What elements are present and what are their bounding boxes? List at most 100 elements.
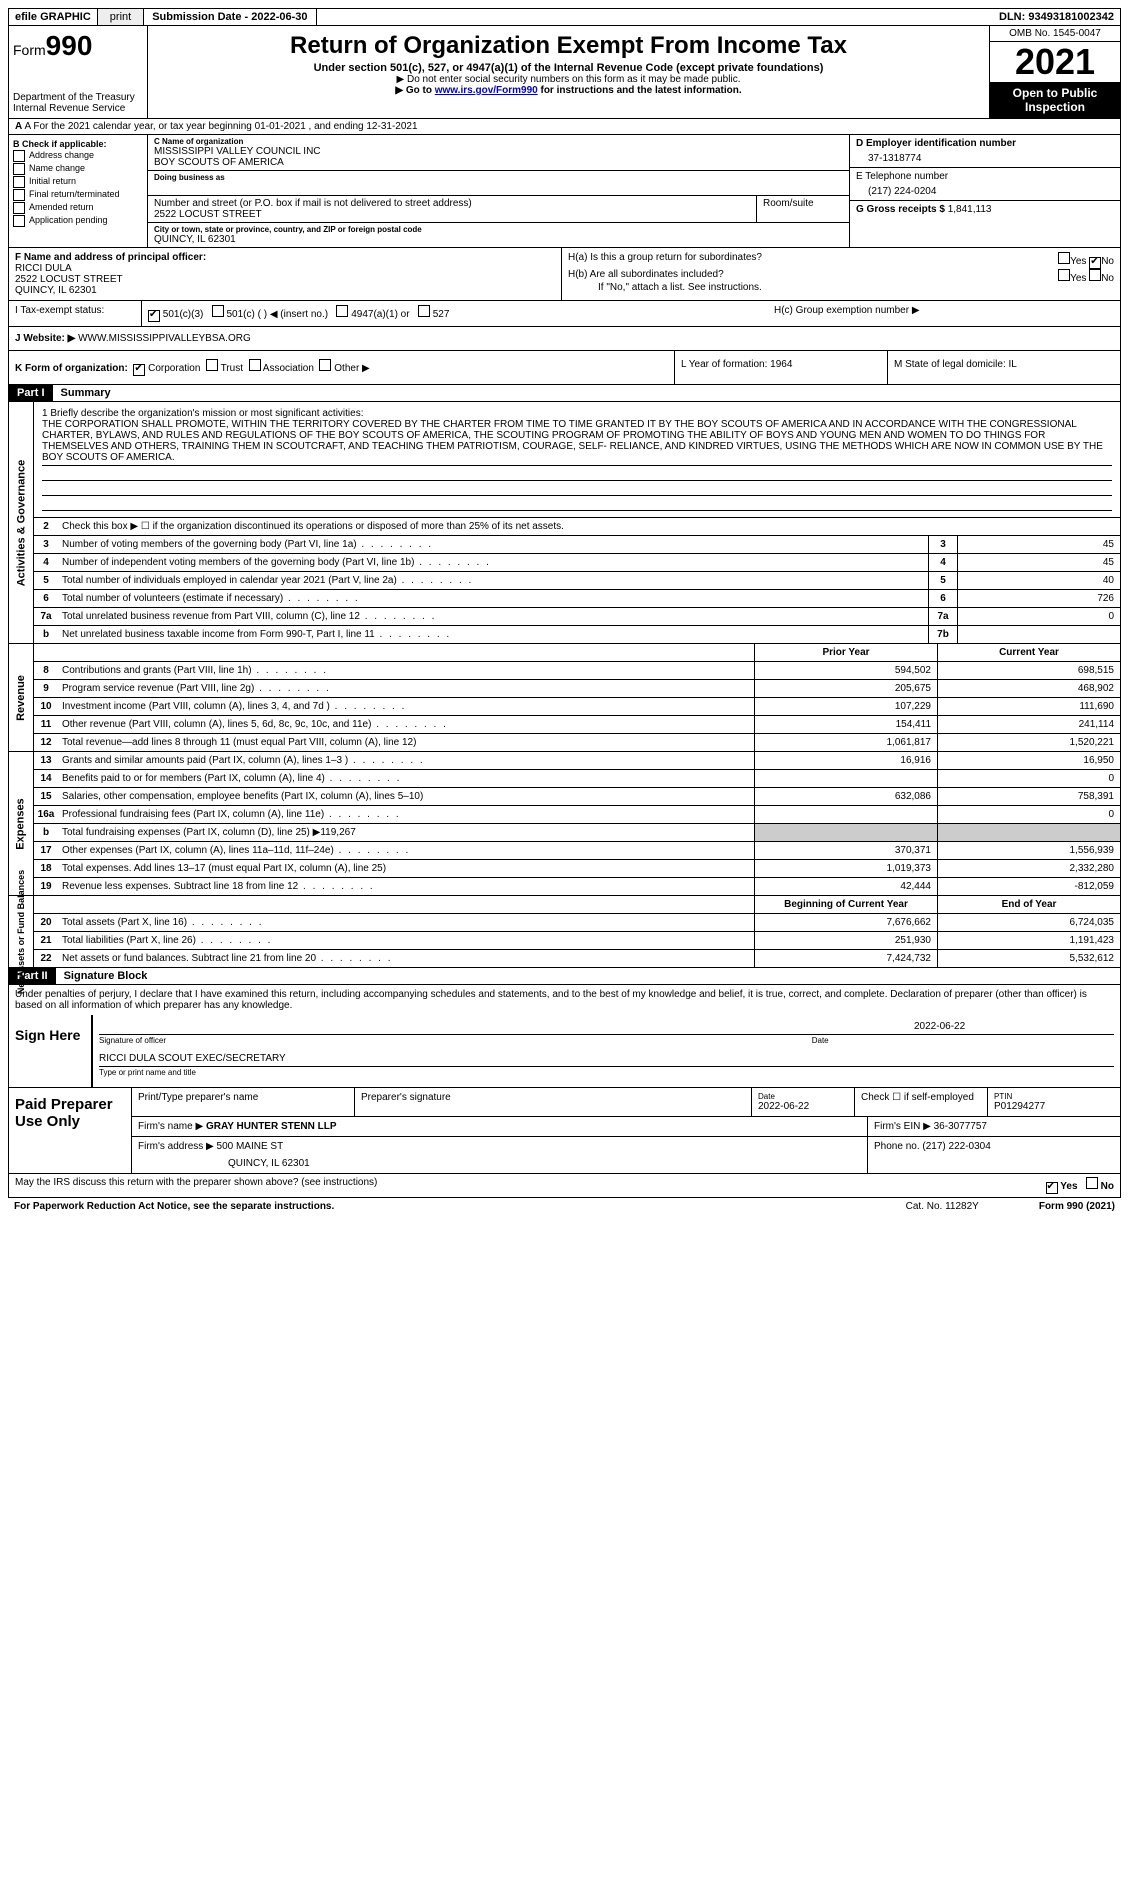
ha-yes: Yes — [1070, 256, 1086, 267]
block-bcd: B Check if applicable: Address change Na… — [8, 135, 1121, 248]
print-button[interactable]: print — [98, 9, 144, 25]
dept-treasury: Department of the Treasury — [13, 92, 143, 103]
cat-no: Cat. No. 11282Y — [906, 1201, 979, 1212]
website-lbl: J Website: ▶ — [15, 333, 75, 344]
exp-row-16b: b Total fundraising expenses (Part IX, c… — [34, 823, 1120, 841]
row-curr: 758,391 — [937, 788, 1120, 805]
row-desc: Program service revenue (Part VIII, line… — [58, 680, 754, 697]
row-desc: Other expenses (Part IX, column (A), lin… — [58, 842, 754, 859]
prep-name-lbl: Print/Type preparer's name — [132, 1088, 355, 1116]
row-tax-exempt: I Tax-exempt status: 501(c)(3) 501(c) ( … — [8, 301, 1121, 327]
chk-association[interactable] — [249, 359, 261, 371]
chk-amended-return[interactable] — [13, 202, 25, 214]
hb2-text: If "No," attach a list. See instructions… — [568, 282, 1114, 293]
part1-title: Summary — [53, 385, 119, 401]
firm-addr-val2: QUINCY, IL 62301 — [138, 1152, 861, 1169]
chk-corporation[interactable] — [133, 364, 145, 376]
chk-hb-no[interactable] — [1089, 269, 1101, 281]
row-prior: 632,086 — [754, 788, 937, 805]
exp-row-16a: 16a Professional fundraising fees (Part … — [34, 805, 1120, 823]
row-num: 13 — [34, 752, 58, 769]
row-prior-grey — [754, 824, 937, 841]
chk-ha-no[interactable] — [1089, 257, 1101, 269]
opt-other: Other ▶ — [334, 363, 369, 374]
row-curr: 5,532,612 — [937, 950, 1120, 967]
row-num: 14 — [34, 770, 58, 787]
row-val: 45 — [957, 554, 1120, 571]
signature-block: Under penalties of perjury, I declare th… — [8, 985, 1121, 1088]
phone-value: (217) 224-0204 — [856, 182, 1114, 197]
chk-final-return[interactable] — [13, 189, 25, 201]
footer-no: No — [1101, 1181, 1114, 1192]
side-revenue: Revenue — [9, 644, 34, 751]
rev-row-8: 8 Contributions and grants (Part VIII, l… — [34, 661, 1120, 679]
chk-initial-return[interactable] — [13, 176, 25, 188]
open-public: Open to Public Inspection — [990, 82, 1120, 118]
row-num: b — [34, 626, 58, 643]
row-desc: Check this box ▶ ☐ if the organization d… — [58, 518, 1120, 535]
opt-initial-return: Initial return — [29, 176, 76, 186]
row-num: 10 — [34, 698, 58, 715]
chk-discuss-yes[interactable] — [1046, 1182, 1058, 1194]
row-prior: 154,411 — [754, 716, 937, 733]
row-desc: Total expenses. Add lines 13–17 (must eq… — [58, 860, 754, 877]
row-box: 4 — [928, 554, 957, 571]
gov-row-7a: 7a Total unrelated business revenue from… — [34, 607, 1120, 625]
room-lbl: Room/suite — [763, 198, 843, 209]
blank — [34, 896, 58, 913]
na-row-22: 22 Net assets or fund balances. Subtract… — [34, 949, 1120, 967]
taxex-opts: 501(c)(3) 501(c) ( ) ◀ (insert no.) 4947… — [142, 301, 768, 326]
form-title: Return of Organization Exempt From Incom… — [152, 32, 985, 60]
row-num: 3 — [34, 536, 58, 553]
chk-name-change[interactable] — [13, 163, 25, 175]
chk-discuss-no[interactable] — [1086, 1177, 1098, 1189]
irs-link[interactable]: www.irs.gov/Form990 — [435, 85, 538, 96]
sig-date-lbl: Date — [812, 1036, 829, 1045]
ein-value: 37-1318774 — [856, 149, 1114, 164]
ein-lbl: D Employer identification number — [856, 138, 1016, 149]
year-formation: L Year of formation: 1964 — [675, 351, 888, 384]
section-revenue: Revenue Prior Year Current Year 8 Contri… — [8, 644, 1121, 752]
row-num: 7a — [34, 608, 58, 625]
chk-trust[interactable] — [206, 359, 218, 371]
chk-501c[interactable] — [212, 305, 224, 317]
row-num: 17 — [34, 842, 58, 859]
side-na-text: Net Assets or Fund Balances — [16, 869, 26, 993]
col-c: C Name of organization MISSISSIPPI VALLE… — [148, 135, 850, 247]
opt-address-change: Address change — [29, 150, 94, 160]
row-num: 6 — [34, 590, 58, 607]
row-desc: Salaries, other compensation, employee b… — [58, 788, 754, 805]
firm-addr-lbl: Firm's address ▶ — [138, 1141, 214, 1152]
gov-row-6: 6 Total number of volunteers (estimate i… — [34, 589, 1120, 607]
state-domicile: M State of legal domicile: IL — [888, 351, 1120, 384]
org-city: QUINCY, IL 62301 — [154, 234, 843, 245]
opt-application-pending: Application pending — [29, 215, 108, 225]
row-num: 21 — [34, 932, 58, 949]
row-box: 6 — [928, 590, 957, 607]
row-num: 9 — [34, 680, 58, 697]
chk-ha-yes[interactable] — [1058, 252, 1070, 264]
row-prior: 7,676,662 — [754, 914, 937, 931]
form-number: Form990 — [13, 30, 143, 62]
chk-other[interactable] — [319, 359, 331, 371]
row-num: b — [34, 824, 58, 841]
exp-row-19: 19 Revenue less expenses. Subtract line … — [34, 877, 1120, 895]
row-val — [957, 626, 1120, 643]
chk-hb-yes[interactable] — [1058, 269, 1070, 281]
preparer-label: Paid Preparer Use Only — [9, 1088, 131, 1173]
row-desc: Total liabilities (Part X, line 26) — [58, 932, 754, 949]
row-desc: Contributions and grants (Part VIII, lin… — [58, 662, 754, 679]
tax-year: 2021 — [990, 42, 1120, 82]
chk-application-pending[interactable] — [13, 215, 25, 227]
part2-title: Signature Block — [56, 968, 156, 984]
chk-address-change[interactable] — [13, 150, 25, 162]
firm-phone-lbl: Phone no. — [874, 1141, 920, 1152]
c-name-lbl: C Name of organization — [154, 137, 843, 146]
chk-4947[interactable] — [336, 305, 348, 317]
row-desc: Total revenue—add lines 8 through 11 (mu… — [58, 734, 754, 751]
dba-lbl: Doing business as — [154, 173, 843, 182]
exp-row-17: 17 Other expenses (Part IX, column (A), … — [34, 841, 1120, 859]
chk-501c3[interactable] — [148, 310, 160, 322]
chk-527[interactable] — [418, 305, 430, 317]
sig-officer-line[interactable] — [99, 1021, 914, 1032]
